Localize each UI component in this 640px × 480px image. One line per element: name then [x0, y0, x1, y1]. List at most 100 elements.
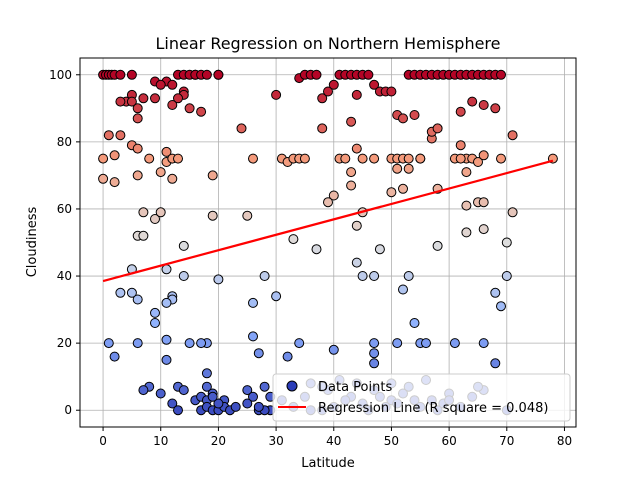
data-point	[328, 190, 339, 201]
data-point	[161, 146, 172, 157]
data-point	[496, 153, 506, 164]
data-point	[398, 284, 408, 295]
data-point	[253, 348, 264, 359]
data-point	[167, 79, 178, 90]
y-tick-label: 80	[57, 135, 72, 149]
data-point	[496, 69, 506, 80]
data-points-layer	[98, 69, 558, 416]
data-point	[196, 106, 207, 117]
data-point	[386, 86, 397, 97]
data-point	[138, 230, 149, 241]
data-point	[248, 331, 258, 342]
data-point	[473, 157, 483, 167]
data-point	[242, 385, 253, 396]
data-point	[478, 100, 489, 110]
data-point	[167, 100, 178, 110]
data-point	[213, 274, 224, 285]
data-point	[161, 334, 172, 345]
data-point	[490, 287, 501, 298]
data-point	[323, 197, 333, 208]
data-point	[184, 103, 195, 114]
x-tick-label: 80	[557, 434, 572, 448]
data-point	[507, 130, 518, 141]
data-point	[461, 200, 472, 211]
data-point	[271, 89, 282, 100]
data-point	[132, 113, 143, 124]
data-point	[467, 96, 478, 107]
tick-layer: 0 10 20 30 40 50 60 70 80 0 20 40 60 80 100	[49, 68, 572, 448]
data-point	[501, 271, 512, 281]
data-point	[213, 69, 224, 80]
data-point	[155, 388, 166, 399]
data-point	[167, 173, 178, 184]
data-point	[115, 96, 126, 107]
data-point	[230, 401, 241, 412]
data-point	[242, 398, 253, 409]
data-point	[357, 153, 368, 164]
data-point	[173, 153, 183, 164]
data-point	[386, 187, 397, 198]
data-point	[351, 257, 362, 268]
data-point	[161, 297, 172, 308]
data-point	[109, 150, 120, 161]
data-point	[144, 153, 155, 164]
regression-layer	[102, 159, 554, 283]
data-point	[478, 338, 489, 349]
data-point	[415, 153, 426, 164]
data-point	[132, 103, 143, 114]
data-point	[369, 153, 380, 164]
data-point	[126, 69, 137, 80]
data-point	[478, 224, 489, 235]
data-point	[178, 385, 189, 396]
data-point	[115, 287, 126, 298]
data-point	[421, 338, 431, 349]
data-point	[207, 210, 218, 221]
data-point	[432, 123, 443, 134]
data-point	[248, 391, 258, 402]
data-point	[409, 318, 420, 328]
data-point	[126, 96, 137, 107]
data-point	[138, 93, 149, 104]
legend: Data Points Regression Line (R square = …	[272, 373, 571, 422]
y-axis-label: Cloudiness	[25, 207, 40, 278]
data-point	[490, 358, 501, 369]
data-point	[403, 271, 414, 281]
data-point	[207, 170, 218, 181]
data-point	[409, 110, 420, 120]
data-point	[196, 338, 207, 349]
data-point	[248, 153, 258, 164]
data-point	[490, 103, 501, 114]
data-point	[346, 167, 357, 178]
data-point	[507, 207, 518, 218]
data-point	[311, 69, 322, 80]
data-point	[392, 163, 403, 174]
data-point	[346, 116, 357, 127]
legend-box	[272, 373, 571, 422]
legend-line-label: Regression Line (R square = 0.048)	[318, 401, 548, 416]
x-tick-label: 10	[153, 434, 168, 448]
data-point	[236, 123, 247, 134]
data-point	[103, 338, 114, 349]
data-point	[207, 391, 218, 402]
data-point	[98, 153, 109, 164]
data-point	[496, 301, 506, 312]
data-point	[403, 163, 414, 174]
data-point	[461, 227, 472, 238]
data-point	[132, 338, 143, 349]
data-point	[478, 150, 489, 161]
data-point	[109, 177, 120, 188]
y-tick-label: 0	[64, 403, 72, 417]
data-point	[201, 381, 212, 392]
data-point	[201, 69, 212, 80]
data-point	[161, 264, 172, 275]
data-point	[167, 398, 178, 409]
data-point	[259, 381, 270, 392]
data-point	[132, 143, 143, 154]
data-point	[449, 338, 460, 349]
data-point	[155, 167, 166, 178]
data-point	[369, 271, 380, 281]
data-point	[213, 398, 224, 409]
data-point	[369, 338, 380, 349]
y-tick-label: 60	[57, 202, 72, 216]
